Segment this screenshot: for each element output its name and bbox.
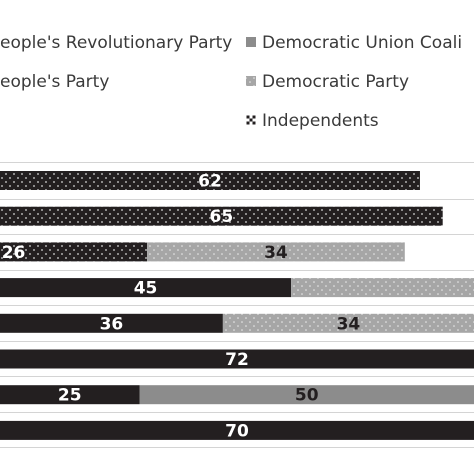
bar-segment-mprp [0, 420, 474, 440]
bar-row: 70 [0, 420, 474, 441]
legend-item-democratic: Democratic Party [246, 72, 409, 92]
legend-label: Democratic Union Coali [262, 33, 462, 53]
legend-item-mprp: eople's Revolutionary Party [0, 33, 232, 53]
bar-data-label: 50 [295, 386, 319, 406]
bar-segment-independents [0, 242, 148, 262]
bar-data-label: 26 [2, 243, 26, 263]
legend-item-independents: Independents [246, 111, 379, 131]
legend-swatch-democratic [246, 76, 256, 86]
bar-segment-mprp [0, 385, 140, 405]
bar-data-label: 45 [134, 279, 158, 299]
bar-segment-democratic [222, 313, 474, 333]
bar-row: 65 [0, 206, 443, 227]
legend-swatch-dem_union [246, 37, 256, 47]
legend-label: Democratic Party [262, 72, 409, 92]
bar-row: 36 34 [0, 313, 474, 334]
bar-segment-democratic [291, 278, 474, 298]
bar-data-label: 72 [225, 350, 249, 370]
bars: 62 65 26 34 45 36 34 72 25 50 70 [0, 162, 474, 448]
bar-data-label: 34 [337, 314, 361, 334]
bar-segment-independents [0, 206, 443, 226]
bar-segment-democratic [147, 242, 405, 262]
bar-row: 72 [0, 349, 474, 370]
legend-label: eople's Revolutionary Party [0, 33, 232, 53]
bar-segment-mprp [0, 313, 223, 333]
bar-data-label: 25 [58, 386, 82, 406]
bar-data-label: 62 [198, 172, 222, 192]
bar-data-label: 70 [225, 421, 249, 441]
legend-item-peoples: eople's Party [0, 72, 109, 92]
bar-segment-mprp [0, 349, 474, 369]
legend-label: Independents [262, 111, 379, 131]
bar-row: 26 34 [0, 242, 405, 263]
legend-label: eople's Party [0, 72, 109, 92]
legend-swatch-independents [246, 115, 256, 125]
bar-segment-independents [0, 171, 420, 190]
bar-data-label: 36 [100, 314, 124, 334]
bar-row: 45 [0, 278, 474, 299]
bar-row: 62 [0, 171, 420, 192]
legend-item-dem_union: Democratic Union Coali [246, 33, 462, 53]
bar-row: 25 50 [0, 385, 474, 406]
bar-data-label: 34 [264, 243, 288, 263]
legend: eople's Revolutionary Party Democratic Un… [0, 33, 462, 131]
bar-segment-dem_union [139, 385, 474, 405]
bar-data-label: 65 [210, 207, 234, 227]
bar-segment-mprp [0, 278, 292, 298]
